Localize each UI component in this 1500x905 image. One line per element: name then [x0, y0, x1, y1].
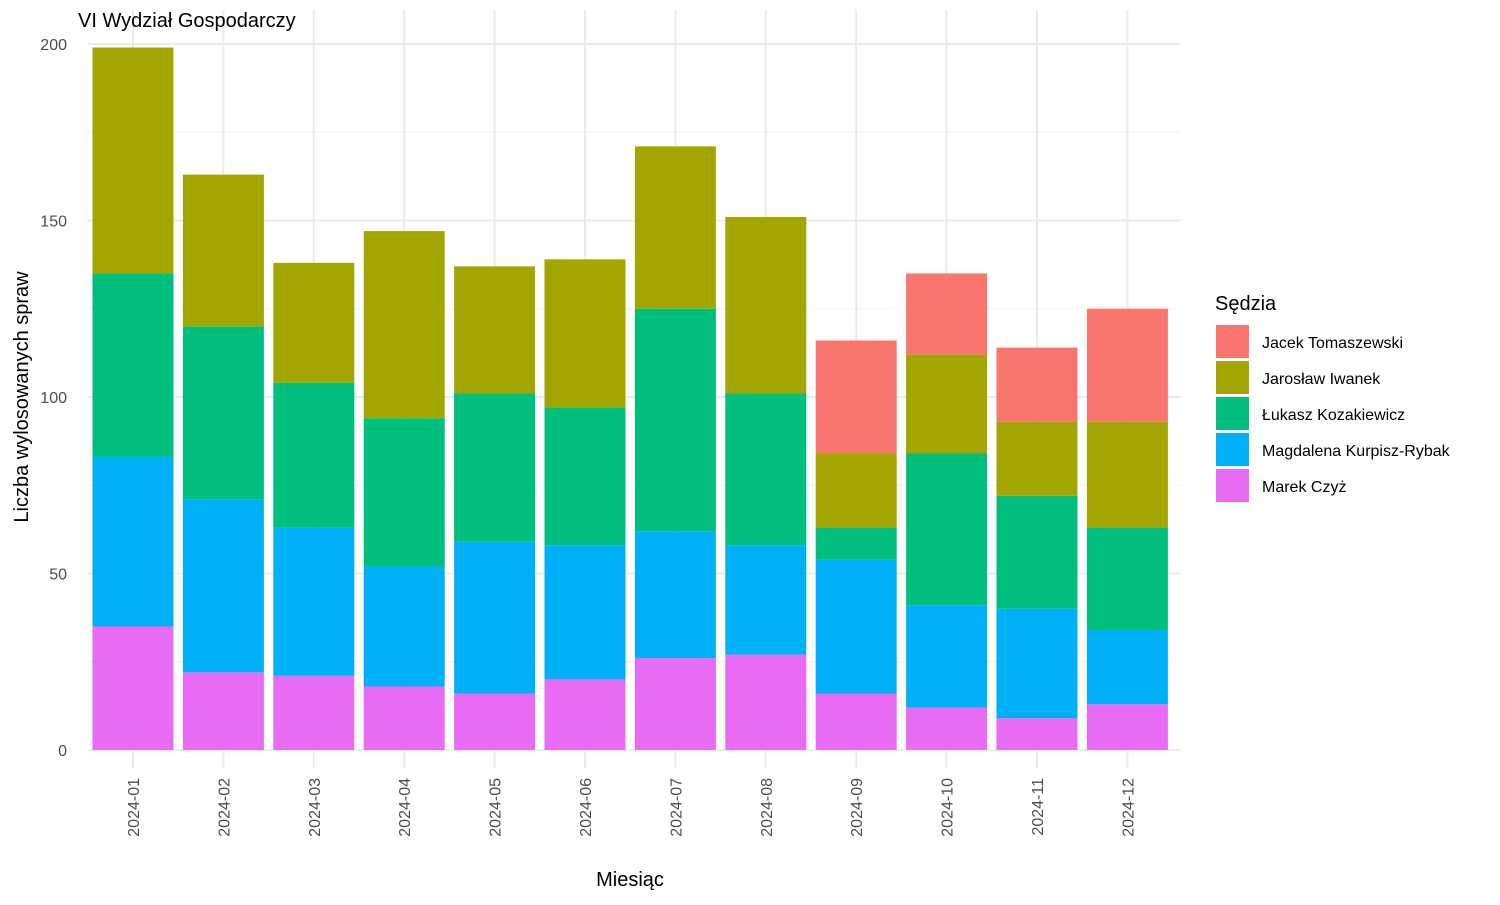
bar-segment	[544, 545, 626, 680]
bar-segment	[634, 531, 716, 659]
legend-swatch	[1216, 469, 1249, 502]
legend-label: Jacek Tomaszewski	[1262, 335, 1403, 352]
bar-segment	[906, 605, 988, 708]
bar-segment	[363, 418, 445, 567]
bar-segment	[906, 273, 988, 355]
bar-segment	[815, 340, 897, 454]
bars	[92, 47, 1168, 750]
legend-label: Jarosław Iwanek	[1262, 371, 1381, 388]
bar-segment	[634, 658, 716, 750]
legend-swatch	[1216, 397, 1249, 430]
bar-segment	[454, 393, 536, 542]
x-tick-label: 2024-09	[849, 778, 866, 837]
bar-segment	[544, 259, 626, 408]
bar-segment	[906, 453, 988, 606]
bar-segment	[725, 654, 807, 750]
x-tick-label: 2024-02	[216, 778, 233, 837]
x-tick-label: 2024-01	[126, 778, 143, 837]
bar-segment	[273, 262, 355, 383]
bar-segment	[182, 326, 264, 500]
x-tick-label: 2024-03	[307, 778, 324, 837]
bar-segment	[273, 675, 355, 750]
bar-segment	[1086, 704, 1168, 750]
bar-segment	[544, 679, 626, 750]
bar-segment	[273, 527, 355, 676]
x-tick-label: 2024-07	[668, 778, 685, 837]
bar-segment	[92, 626, 174, 750]
x-tick-label: 2024-12	[1120, 778, 1137, 837]
bar-segment	[1086, 629, 1168, 705]
x-axis: 2024-01 2024-02 2024-03 2024-04 2024-05 2024-…	[126, 778, 1137, 837]
bar-segment	[182, 672, 264, 750]
bar-segment	[906, 354, 988, 454]
bar-segment	[906, 707, 988, 750]
bar-segment	[1086, 308, 1168, 422]
x-tick-label: 2024-10	[940, 778, 957, 837]
bar-segment	[363, 566, 445, 687]
legend-swatch	[1216, 433, 1249, 466]
bar-segment	[725, 216, 807, 394]
bar-segment	[544, 407, 626, 546]
bar-segment	[815, 453, 897, 528]
y-tick-label: 150	[40, 214, 67, 231]
bar-segment	[815, 693, 897, 750]
x-tick-label: 2024-11	[1030, 778, 1047, 836]
bar-segment	[634, 308, 716, 532]
bar-segment	[996, 347, 1078, 422]
bar-segment	[996, 718, 1078, 750]
x-tick-label: 2024-08	[759, 778, 776, 837]
legend-label: Marek Czyż	[1262, 479, 1346, 496]
y-tick-label: 100	[40, 390, 67, 407]
bar-segment	[454, 693, 536, 750]
bar-segment	[363, 686, 445, 750]
bar-segment	[725, 545, 807, 655]
x-tick-label: 2024-05	[488, 778, 505, 837]
legend-swatch	[1216, 361, 1249, 394]
bar-segment	[273, 382, 355, 528]
bar-segment	[725, 393, 807, 546]
bar-segment	[92, 47, 174, 274]
bar-segment	[92, 273, 174, 458]
x-tick-label: 2024-06	[578, 778, 595, 837]
bar-segment	[182, 499, 264, 673]
x-tick-label: 2024-04	[397, 778, 414, 837]
legend-label: Magdalena Kurpisz-Rybak	[1262, 443, 1451, 460]
bar-segment	[363, 231, 445, 419]
legend-swatch	[1216, 325, 1249, 358]
bar-segment	[1086, 527, 1168, 630]
bar-segment	[634, 146, 716, 309]
legend-label: Łukasz Kozakiewicz	[1262, 407, 1405, 424]
bar-segment	[182, 174, 264, 327]
bar-segment	[1086, 421, 1168, 528]
bar-segment	[996, 495, 1078, 609]
legend: Sędzia Jacek Tomaszewski Jarosław Iwanek Ł…	[1215, 293, 1451, 502]
bar-segment	[454, 266, 536, 394]
y-tick-label: 0	[58, 743, 67, 760]
bar-segment	[996, 421, 1078, 496]
y-axis-title: Liczba wylosowanych spraw	[11, 271, 33, 523]
y-tick-label: 50	[49, 567, 67, 584]
bar-segment	[815, 527, 897, 560]
bar-segment	[454, 541, 536, 694]
chart-title: VI Wydział Gospodarczy	[78, 10, 296, 32]
y-axis: 0 50 100 150 200	[40, 37, 67, 760]
legend-title: Sędzia	[1215, 293, 1277, 315]
x-axis-title: Miesiąc	[596, 869, 664, 891]
bar-segment	[996, 608, 1078, 719]
y-tick-label: 200	[40, 37, 67, 54]
bar-segment	[92, 457, 174, 627]
bar-segment	[815, 559, 897, 694]
